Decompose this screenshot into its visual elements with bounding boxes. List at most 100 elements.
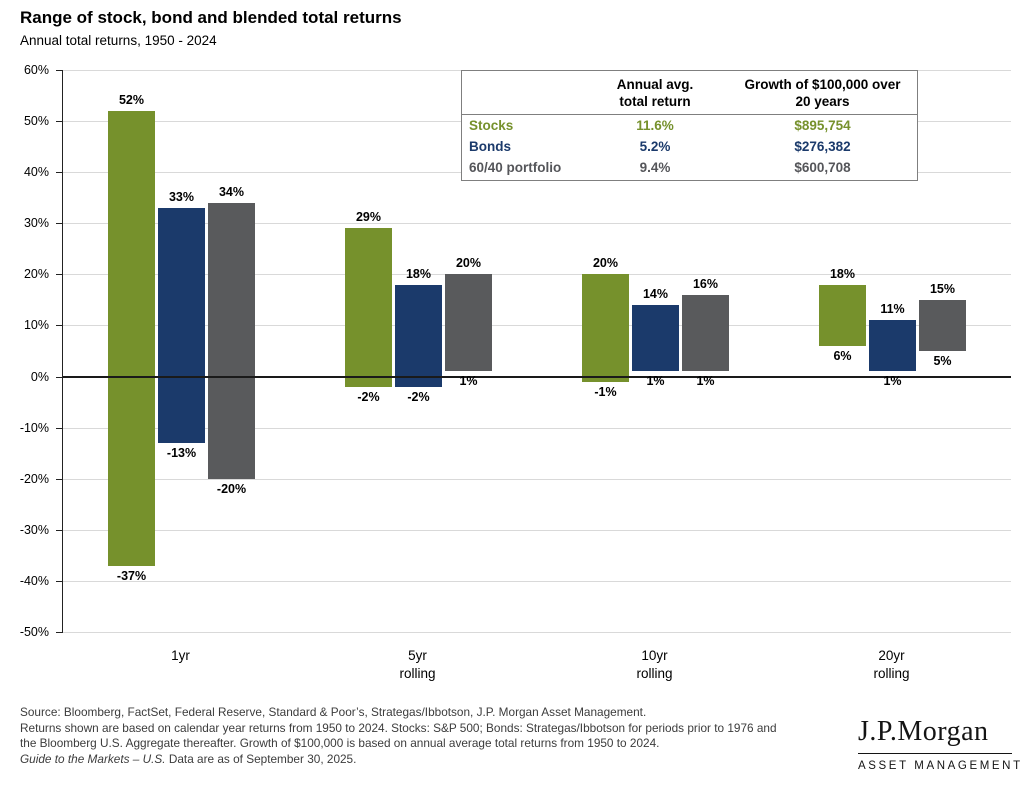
chart-title: Range of stock, bond and blended total r… <box>20 8 402 27</box>
zero-line <box>63 375 1011 378</box>
y-axis-tick <box>56 172 63 174</box>
y-axis-label: -50% <box>19 625 49 639</box>
stocks-growth-value: $895,754 <box>794 118 851 133</box>
max-value-label-60-40-portfolio-10yr: 16% <box>692 276 719 291</box>
jpmorgan-logo: J.P.Morgan ASSET MANAGEMENT <box>858 716 1023 772</box>
6040-growth-value: $600,708 <box>794 160 851 175</box>
y-axis-label: -40% <box>19 573 49 588</box>
max-value-label-bonds-20yr: 11% <box>880 302 905 317</box>
source-line-1: Source: Bloomberg, FactSet, Federal Rese… <box>20 705 647 719</box>
min-value-label-bonds-5yr: -2% <box>407 389 430 404</box>
gridline <box>63 223 1011 225</box>
summary-table-header-row: Annual avg. total return Growth of $100,… <box>462 71 917 115</box>
bar-stocks-1yr <box>108 110 155 566</box>
source-note: Source: Bloomberg, FactSet, Federal Rese… <box>20 705 855 767</box>
bar-stocks-10yr <box>582 274 629 382</box>
y-axis-label: 40% <box>23 165 49 180</box>
y-axis-tick <box>56 121 63 123</box>
y-axis-label: 0% <box>30 369 49 384</box>
x-axis-label-1yr: 1yr <box>171 648 190 663</box>
jpmorgan-wordmark: J.P.Morgan <box>858 716 989 747</box>
y-axis-tick <box>56 427 63 429</box>
summary-table-header-empty <box>462 88 580 97</box>
bar-bonds-1yr <box>158 207 205 443</box>
gtm-title: Guide to the Markets – U.S. <box>20 751 166 766</box>
source-line-3: the Bloomberg U.S. Aggregate thereafter.… <box>20 736 660 750</box>
min-value-label-60-40-portfolio-5yr: 1% <box>459 374 478 389</box>
max-value-label-60-40-portfolio-1yr: 34% <box>218 184 245 199</box>
bar-bonds-5yr <box>395 284 442 387</box>
max-value-label-60-40-portfolio-20yr: 15% <box>929 281 956 296</box>
row-label-6040: 60/40 portfolio <box>469 160 562 175</box>
bar-60-40-portfolio-20yr <box>919 299 966 351</box>
x-axis-label-20yr: 20yr rolling <box>873 648 910 681</box>
plot-area: Annual avg. total return Growth of $100,… <box>20 63 1011 639</box>
min-value-label-stocks-10yr: -1% <box>594 384 617 399</box>
max-value-label-stocks-5yr: 29% <box>355 210 382 225</box>
bar-stocks-5yr <box>345 228 392 387</box>
bonds-growth-value: $276,382 <box>794 139 851 154</box>
y-axis-label: 50% <box>23 114 49 129</box>
x-axis: 1yr 5yr rolling 10yr rolling 20yr rolling <box>62 645 1010 697</box>
source-line-4: Guide to the Markets – U.S. Data are as … <box>20 752 855 768</box>
table-row-6040: 60/40 portfolio 9.4% $600,708 <box>462 157 917 180</box>
bar-60-40-portfolio-5yr <box>445 274 492 372</box>
summary-table-header-growth: Growth of $100,000 over 20 years <box>744 77 901 109</box>
6040-avg-return: 9.4% <box>639 160 671 175</box>
max-value-label-stocks-20yr: 18% <box>829 266 856 281</box>
y-axis-tick <box>56 580 63 582</box>
row-label-stocks: Stocks <box>469 118 514 133</box>
gridline <box>63 274 1011 276</box>
min-value-label-60-40-portfolio-20yr: 5% <box>933 354 952 368</box>
summary-table: Annual avg. total return Growth of $100,… <box>461 70 918 181</box>
gridline <box>63 478 1011 480</box>
y-axis-tick <box>56 223 63 225</box>
min-value-label-60-40-portfolio-10yr: 1% <box>696 374 715 389</box>
y-axis-label: 10% <box>23 318 49 333</box>
table-row-bonds: Bonds 5.2% $276,382 <box>462 136 917 157</box>
x-axis-label-10yr: 10yr rolling <box>636 648 673 681</box>
min-value-label-60-40-portfolio-1yr: -20% <box>216 481 247 496</box>
stocks-avg-return: 11.6% <box>636 118 674 133</box>
bar-bonds-10yr <box>632 305 679 372</box>
x-axis-label-5yr: 5yr rolling <box>399 648 436 681</box>
y-axis-tick <box>56 478 63 480</box>
y-axis-label: -30% <box>19 522 49 537</box>
min-value-label-bonds-20yr: 1% <box>883 374 902 389</box>
max-value-label-bonds-5yr: 18% <box>405 266 432 281</box>
bar-bonds-20yr <box>869 320 916 372</box>
gridline <box>63 529 1011 531</box>
bar-60-40-portfolio-1yr <box>208 202 255 479</box>
data-as-of: Data are as of September 30, 2025. <box>165 751 357 766</box>
summary-table-header-avg: Annual avg. total return <box>616 77 694 109</box>
gridline <box>63 580 1011 582</box>
bar-60-40-portfolio-10yr <box>682 294 729 372</box>
max-value-label-bonds-1yr: 33% <box>168 189 195 204</box>
y-axis-tick <box>56 274 63 276</box>
y-axis-label: -10% <box>19 420 49 435</box>
gridline <box>63 632 1011 633</box>
y-axis-label: 60% <box>23 63 49 77</box>
row-label-bonds: Bonds <box>469 139 511 154</box>
y-axis-tick <box>56 632 63 633</box>
table-row-stocks: Stocks 11.6% $895,754 <box>462 115 917 136</box>
min-value-label-stocks-1yr: -37% <box>116 568 147 583</box>
min-value-label-stocks-5yr: -2% <box>357 389 380 404</box>
gridline <box>63 325 1011 327</box>
min-value-label-stocks-20yr: 6% <box>833 348 852 363</box>
max-value-label-stocks-1yr: 52% <box>118 92 145 107</box>
max-value-label-60-40-portfolio-5yr: 20% <box>455 256 482 271</box>
y-axis-label: 20% <box>23 267 49 282</box>
max-value-label-bonds-10yr: 14% <box>642 287 669 302</box>
min-value-label-bonds-1yr: -13% <box>166 445 197 460</box>
asset-management-label: ASSET MANAGEMENT <box>858 760 1023 772</box>
bar-stocks-20yr <box>819 284 866 346</box>
y-axis-tick <box>56 529 63 531</box>
chart-subtitle: Annual total returns, 1950 - 2024 <box>20 33 217 48</box>
y-axis-label: 30% <box>23 216 49 231</box>
min-value-label-bonds-10yr: 1% <box>646 374 665 389</box>
y-axis-tick <box>56 70 63 71</box>
y-axis-label: -20% <box>19 471 49 486</box>
gridline <box>63 427 1011 429</box>
